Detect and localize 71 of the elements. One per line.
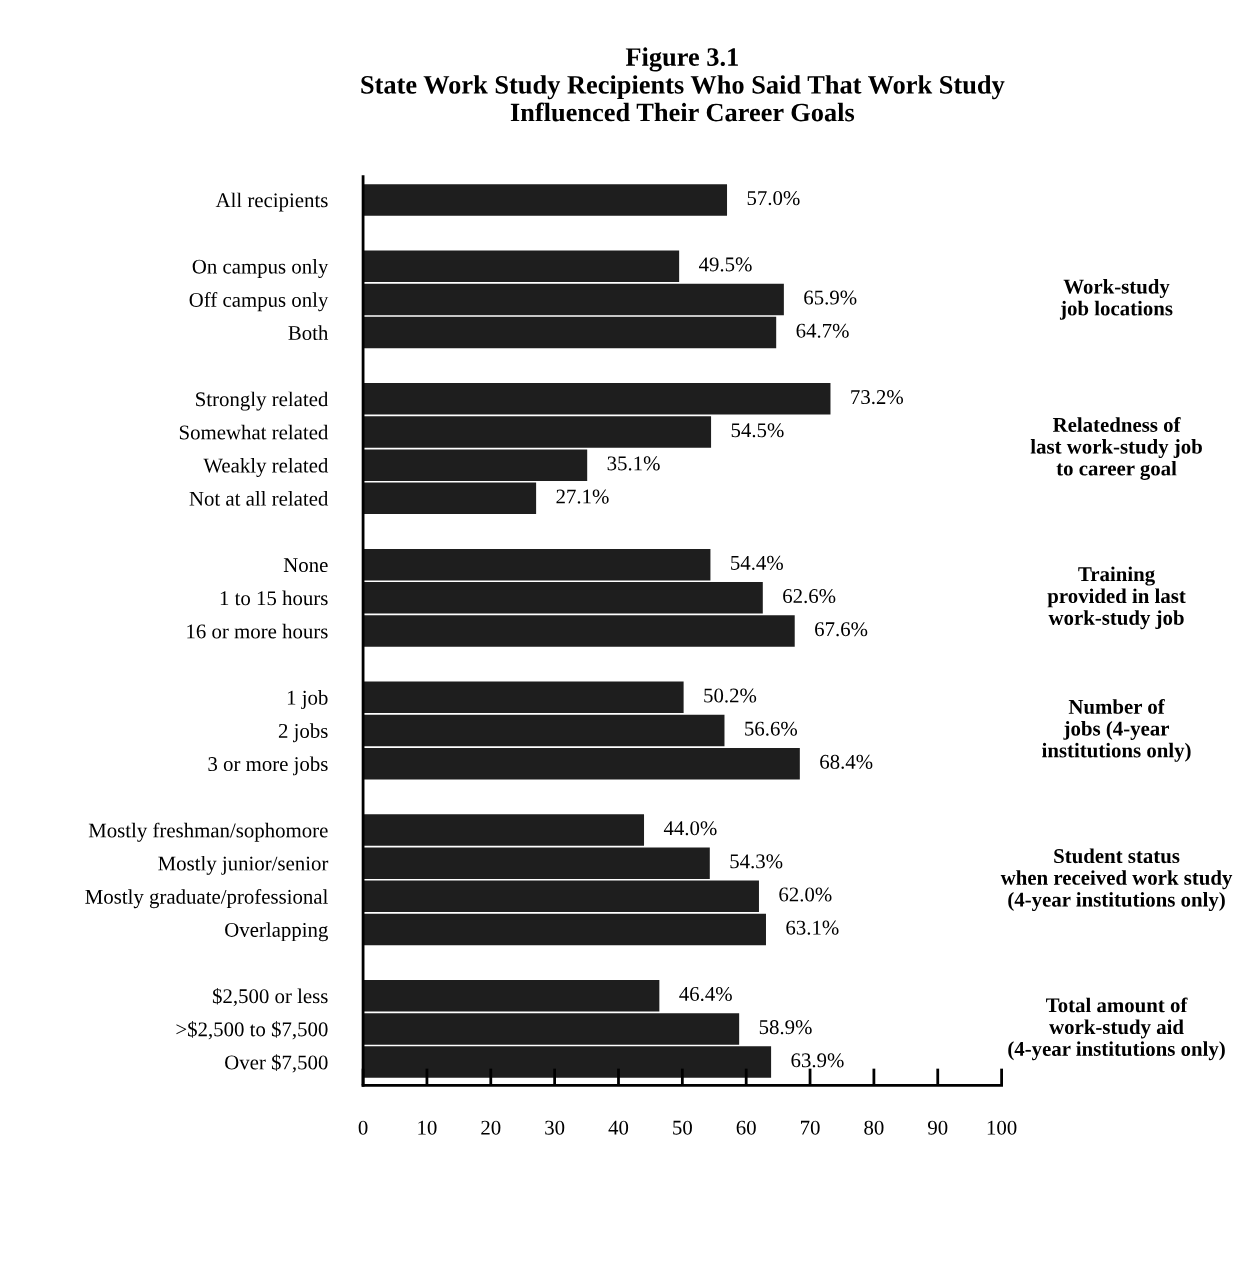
text: Number of jobs (4-year institutions only)	[1042, 698, 1191, 762]
data-label: 73.2%	[851, 390, 904, 405]
x-tick-label: 80	[864, 1120, 884, 1135]
data-label: 56.6%	[745, 721, 798, 736]
y-tick-label: None	[283, 558, 328, 573]
bar	[363, 681, 684, 714]
y-tick-label: All recipients	[215, 192, 328, 212]
y-tick-label: Mostly graduate/professional	[85, 888, 328, 909]
x-tick-label: 50	[673, 1120, 692, 1135]
data-label: 50.2%	[704, 688, 757, 703]
x-tick-label: 60	[736, 1120, 756, 1135]
bar	[363, 482, 537, 515]
bar	[363, 714, 725, 747]
y-tick-label: >$2,500 to $7,500	[176, 1021, 328, 1040]
bar	[363, 548, 711, 581]
data-label: 64.7%	[796, 323, 849, 338]
text: Total amount of work-study aid (4-year institutions only)	[1008, 997, 1225, 1061]
data-label: 46.4%	[679, 986, 732, 1002]
data-label: 27.1%	[556, 489, 609, 504]
y-tick-label: 1 job	[287, 690, 328, 709]
y-tick-label: Mostly freshman/sophomore	[88, 822, 328, 842]
x-tick-label: 0	[358, 1120, 368, 1135]
y-tick-label: Off campus only	[189, 292, 329, 312]
y-tick-label: Weakly related	[203, 457, 329, 477]
y-tick-label: Somewhat related	[179, 424, 329, 440]
text: Work-study job locations	[1059, 279, 1173, 320]
data-label: 54.3%	[730, 854, 783, 869]
data-label: 54.4%	[731, 555, 783, 570]
y-tick-label: Overlapping	[225, 922, 328, 942]
data-label: 67.6%	[815, 622, 868, 637]
x-tick-label: 40	[608, 1120, 629, 1135]
bar	[363, 316, 777, 349]
chart-title: Figure 3.1 State Work Study Recipients Who Said That Work Study Influenced Their Career Goals	[361, 47, 1005, 122]
bar	[363, 184, 728, 216]
bar	[363, 913, 766, 946]
data-label: 49.5%	[699, 257, 752, 272]
y-tick-label: Both	[288, 325, 329, 340]
y-tick-label: 2 jobs	[278, 723, 328, 743]
data-label: 63.1%	[786, 920, 839, 935]
bar	[363, 747, 800, 780]
y-tick-label: $2,500 or less	[212, 987, 328, 1007]
data-label: 57.0%	[747, 191, 800, 206]
y-tick-label: 16 or more hours	[187, 623, 328, 639]
x-tick-label: 10	[418, 1120, 437, 1135]
y-tick-label: 3 or more jobs	[208, 756, 328, 776]
data-label: 68.4%	[820, 754, 873, 769]
data-label: 35.1%	[607, 456, 660, 471]
bar	[363, 880, 759, 913]
y-tick-label: Strongly related	[196, 391, 329, 411]
x-tick-label: 70	[801, 1120, 820, 1135]
y-tick-label: 1 to 15 hours	[220, 590, 328, 606]
y-tick-label: Over $7,500	[225, 1054, 328, 1073]
data-label: 44.0%	[663, 821, 717, 836]
data-label: 62.0%	[779, 887, 832, 902]
x-tick-label: 30	[545, 1120, 565, 1135]
data-label: 54.5%	[731, 423, 784, 438]
data-label: 65.9%	[804, 290, 857, 305]
bar	[363, 283, 784, 316]
x-tick-label: 100	[987, 1120, 1017, 1135]
y-tick-label: Not at all related	[189, 491, 329, 506]
annotation: Student status when received work study (4-year institutions only)	[1000, 848, 1233, 911]
x-tick-label: 90	[928, 1120, 948, 1135]
x-tick-label: 20	[481, 1120, 501, 1135]
data-label: 63.9%	[791, 1053, 844, 1068]
data-label: 58.9%	[759, 1020, 812, 1035]
y-tick-label: Mostly junior/senior	[158, 855, 329, 875]
y-tick-label: On campus only	[192, 258, 329, 278]
data-label: 62.6%	[783, 588, 836, 604]
bar	[363, 250, 680, 282]
text: Relatedness of last work-study job to career goal	[1030, 417, 1202, 480]
text: Training provided in last work-study job	[1047, 566, 1186, 630]
